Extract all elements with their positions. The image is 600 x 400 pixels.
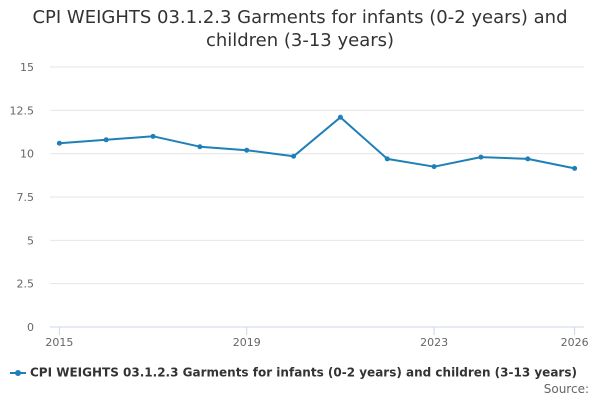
data-point[interactable] — [431, 164, 437, 170]
series-line — [59, 116, 575, 170]
y-tick-label: 0 — [27, 321, 34, 334]
x-tick-label: 2026 — [561, 336, 589, 349]
data-point[interactable] — [150, 133, 156, 139]
y-tick-label: 12.5 — [10, 104, 35, 117]
legend-line-marker-icon — [10, 368, 26, 378]
chart-title: CPI WEIGHTS 03.1.2.3 Garments for infant… — [0, 6, 600, 52]
data-point[interactable] — [244, 147, 250, 153]
y-tick-label: 7.5 — [17, 191, 35, 204]
grid-lines — [50, 66, 584, 285]
data-point[interactable] — [337, 114, 343, 120]
data-point[interactable] — [384, 156, 390, 162]
y-tick-label: 15 — [20, 61, 34, 74]
legend[interactable]: CPI WEIGHTS 03.1.2.3 Garments for infant… — [10, 365, 590, 380]
source-label: Source: — [543, 382, 589, 396]
y-tick-label: 2.5 — [17, 278, 35, 291]
data-point[interactable] — [525, 156, 531, 162]
data-point[interactable] — [56, 140, 62, 146]
data-point[interactable] — [291, 153, 297, 159]
series-group — [56, 114, 578, 171]
data-point[interactable] — [572, 165, 578, 171]
x-axis-tick-labels: 2015 2019 2023 2026 — [45, 336, 588, 349]
x-tick-label: 2019 — [233, 336, 261, 349]
data-point[interactable] — [197, 144, 203, 150]
x-axis — [50, 326, 584, 335]
data-point[interactable] — [103, 137, 109, 143]
legend-label: CPI WEIGHTS 03.1.2.3 Garments for infant… — [30, 365, 577, 380]
y-tick-label: 5 — [27, 234, 34, 247]
chart-title-line-1: CPI WEIGHTS 03.1.2.3 Garments for infant… — [32, 7, 568, 28]
x-tick-label: 2015 — [45, 336, 73, 349]
data-point[interactable] — [478, 154, 484, 160]
y-tick-label: 10 — [20, 148, 34, 161]
y-axis-tick-labels: 0 2.5 5 7.5 10 12.5 15 — [10, 61, 35, 334]
x-tick-label: 2023 — [420, 336, 448, 349]
chart-title-line-2: children (3-13 years) — [205, 30, 395, 51]
